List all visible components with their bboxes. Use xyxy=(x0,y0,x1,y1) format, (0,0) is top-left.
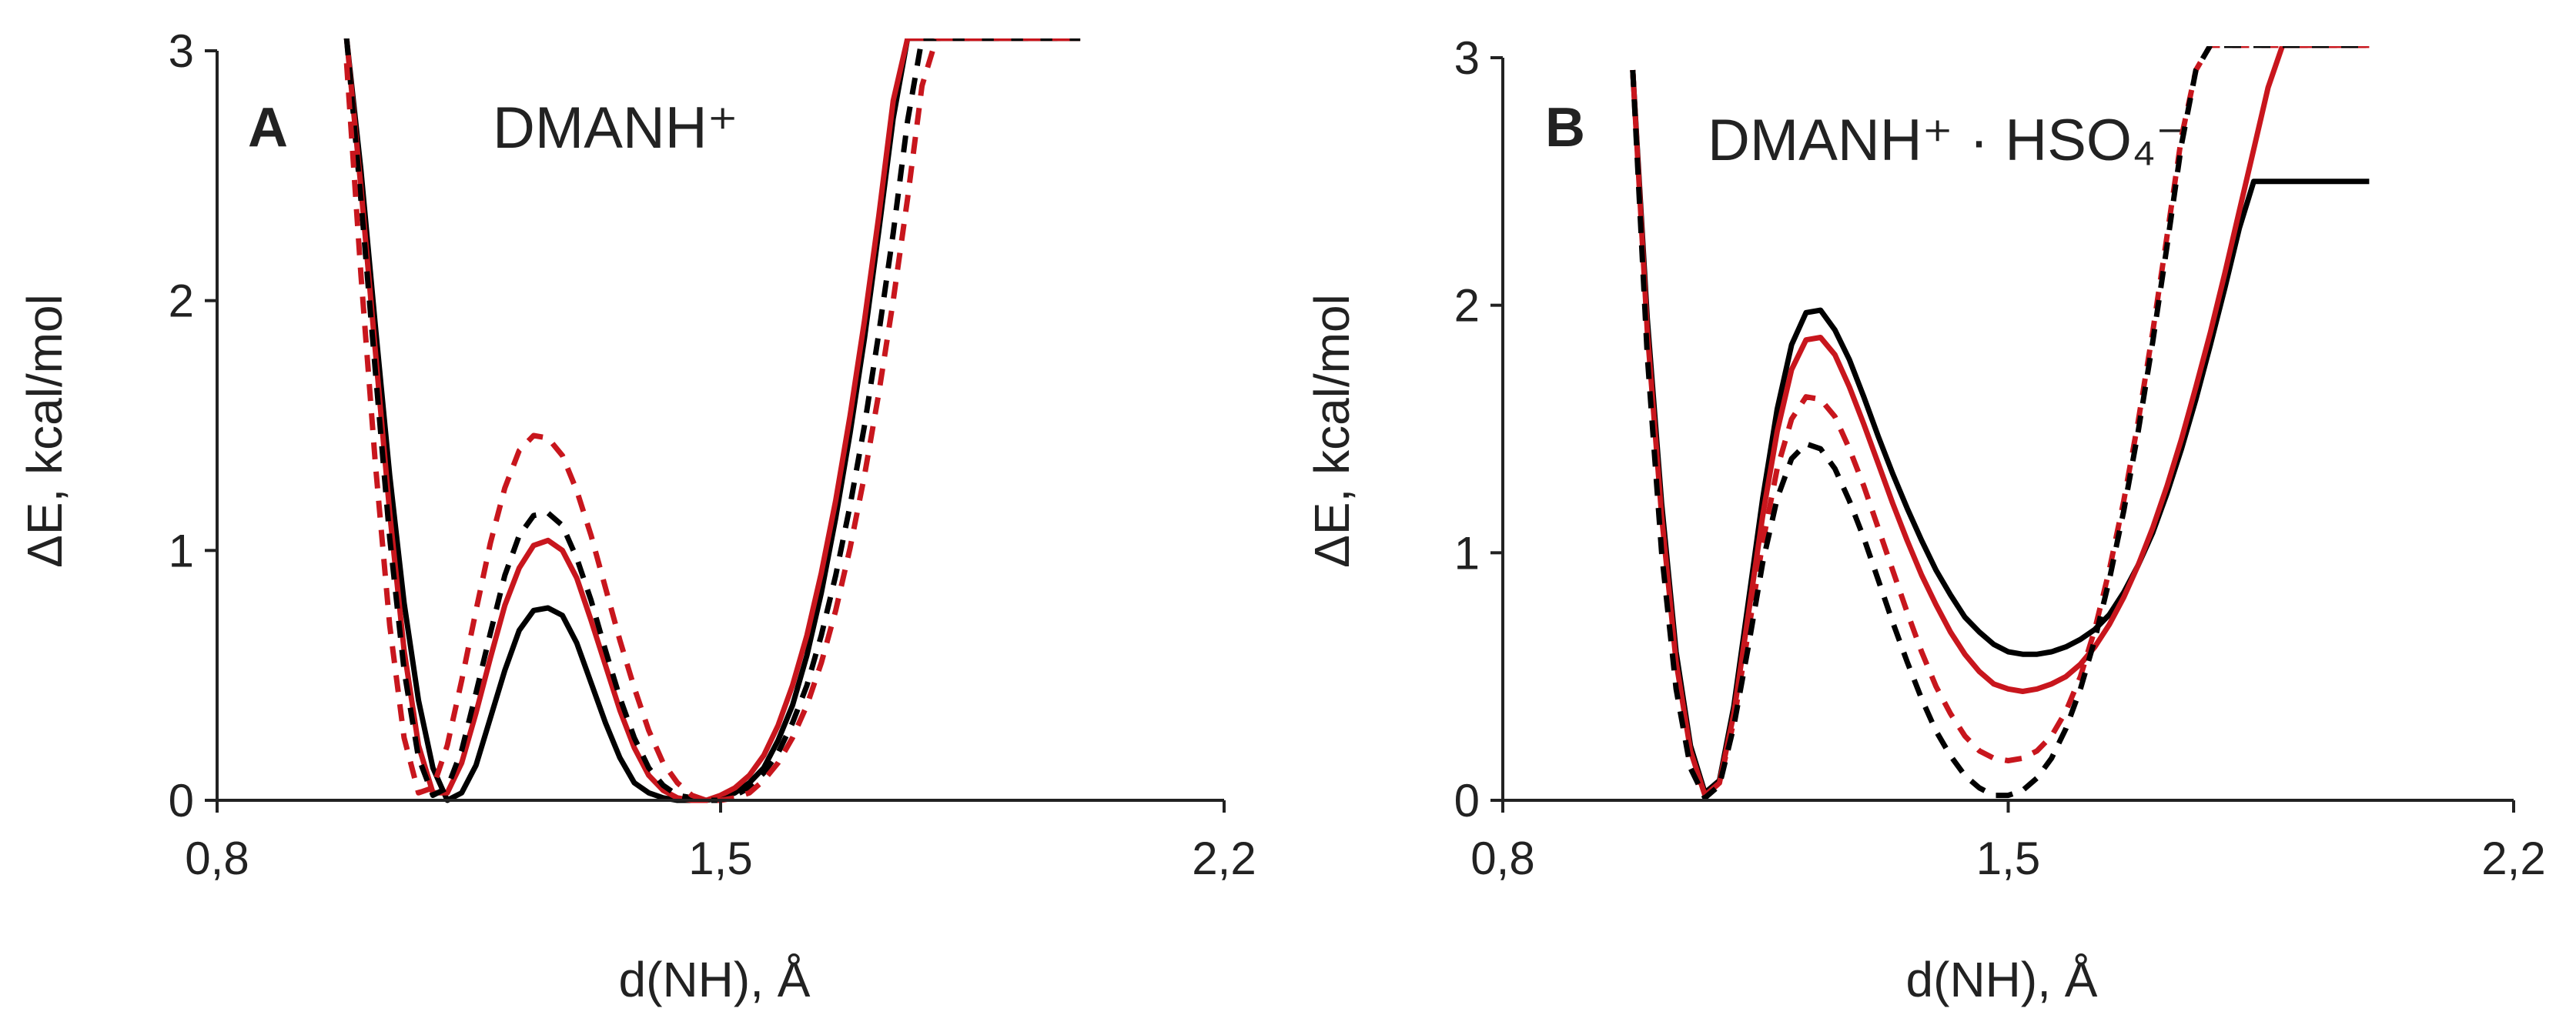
panel-a-y-tick-label: 1 xyxy=(169,525,194,576)
panel-b-y-tick-label: 2 xyxy=(1454,280,1480,332)
panel-b-letter: B xyxy=(1545,97,1585,159)
panel-b-y-axis-title: ΔE, kcal/mol xyxy=(1304,294,1360,568)
panel-a-letter: A xyxy=(248,97,288,159)
panel-a-x-axis-title: d(NH), Å xyxy=(619,952,811,1007)
panel-a-x-tick-label: 2,2 xyxy=(1192,833,1256,884)
panel-a-y-tick-label: 2 xyxy=(169,275,194,327)
panel-b-x-tick-label: 0,8 xyxy=(1470,833,1534,884)
panel-b-series xyxy=(1630,46,2370,801)
panel-a-x-tick-label: 1,5 xyxy=(688,833,752,884)
panel-a-x-tick-label: 0,8 xyxy=(185,833,249,884)
panel-b-x-axis-title: d(NH), Å xyxy=(1906,952,2098,1007)
panel-a-axes: 0 1 2 3 0,8 1,5 2,2 xyxy=(169,25,1256,884)
panel-b-series-red-solid xyxy=(1630,46,2370,799)
panel-a-y-axis-title: ΔE, kcal/mol xyxy=(17,294,72,568)
panel-b-series-red-dashed xyxy=(1630,46,2370,799)
panel-b-y-tick-label: 1 xyxy=(1454,527,1480,579)
panel-b-y-tick-label: 3 xyxy=(1454,32,1480,84)
panel-b-series-black-dashed xyxy=(1630,46,2370,801)
panel-b-axes: 0 1 2 3 0,8 1,5 2,2 xyxy=(1454,32,2546,884)
panel-b-x-tick-label: 2,2 xyxy=(2481,833,2545,884)
panel-b-y-tick-label: 0 xyxy=(1454,775,1480,826)
panel-a-y-tick-label: 3 xyxy=(169,25,194,77)
panel-b-title: DMANH⁺ · HSO₄⁻ xyxy=(1708,108,2186,173)
panel-a-y-tick-label: 0 xyxy=(169,775,194,826)
panel-a-title: DMANH⁺ xyxy=(493,95,738,161)
panel-b: B DMANH⁺ · HSO₄⁻ 0 1 2 3 0,8 1,5 2,2 ΔE, kcal/… xyxy=(1304,32,2546,1007)
panel-b-x-tick-label: 1,5 xyxy=(1976,833,2040,884)
panel-a: A DMANH⁺ 0 1 2 3 0,8 1,5 2,2 ΔE, kcal/mol d(NH… xyxy=(17,25,1256,1007)
